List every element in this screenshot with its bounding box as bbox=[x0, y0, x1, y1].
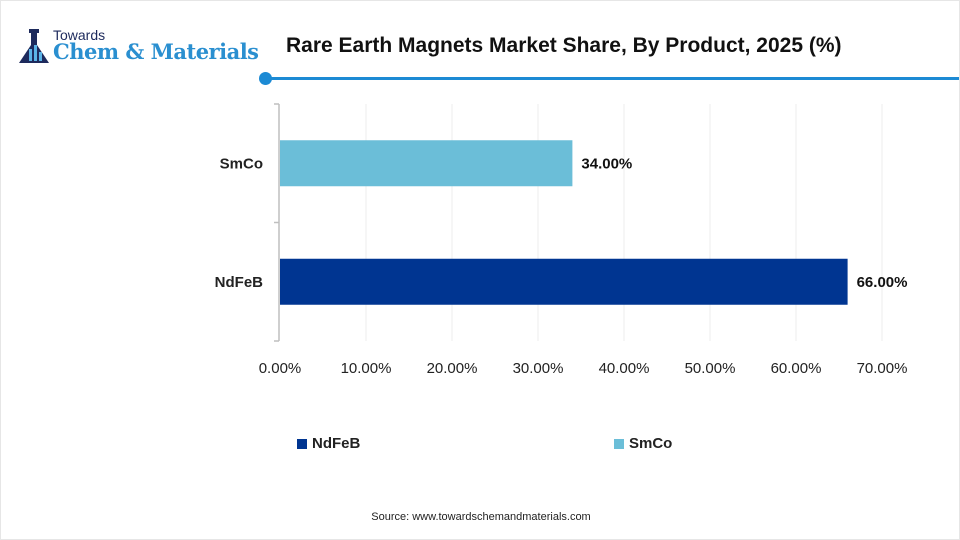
x-tick-label: 70.00% bbox=[857, 360, 908, 377]
logo-top-text: Towards bbox=[53, 27, 106, 43]
source-note: Source: www.towardschemandmaterials.com bbox=[371, 511, 591, 523]
x-tick-label: 20.00% bbox=[427, 360, 478, 377]
x-tick-label: 60.00% bbox=[771, 360, 822, 377]
title-rule-dot bbox=[259, 72, 272, 85]
chart-title: Rare Earth Magnets Market Share, By Prod… bbox=[286, 34, 842, 57]
legend-label: NdFeB bbox=[312, 435, 361, 452]
y-category-label: SmCo bbox=[220, 155, 263, 172]
x-tick-label: 50.00% bbox=[685, 360, 736, 377]
legend-swatch bbox=[614, 438, 624, 449]
x-tick-label: 0.00% bbox=[259, 360, 302, 377]
title-rule bbox=[266, 77, 959, 80]
flask-icon bbox=[19, 29, 49, 63]
y-category-label: NdFeB bbox=[215, 274, 264, 291]
x-tick-label: 40.00% bbox=[599, 360, 650, 377]
data-label: 66.00% bbox=[857, 274, 908, 291]
logo-main-text: Chem & Materials bbox=[53, 39, 259, 64]
bar-ndfeb bbox=[280, 258, 848, 305]
x-tick-label: 10.00% bbox=[341, 360, 392, 377]
legend-item-ndfeb: NdFeB bbox=[297, 435, 360, 452]
x-tick-label: 30.00% bbox=[513, 360, 564, 377]
bar-smco bbox=[280, 140, 573, 187]
legend-item-smco: SmCo bbox=[614, 435, 672, 452]
data-label: 34.00% bbox=[581, 155, 632, 172]
logo: Towards Chem & Materials bbox=[17, 27, 259, 67]
legend-label: SmCo bbox=[629, 435, 673, 452]
legend-swatch bbox=[297, 438, 307, 449]
